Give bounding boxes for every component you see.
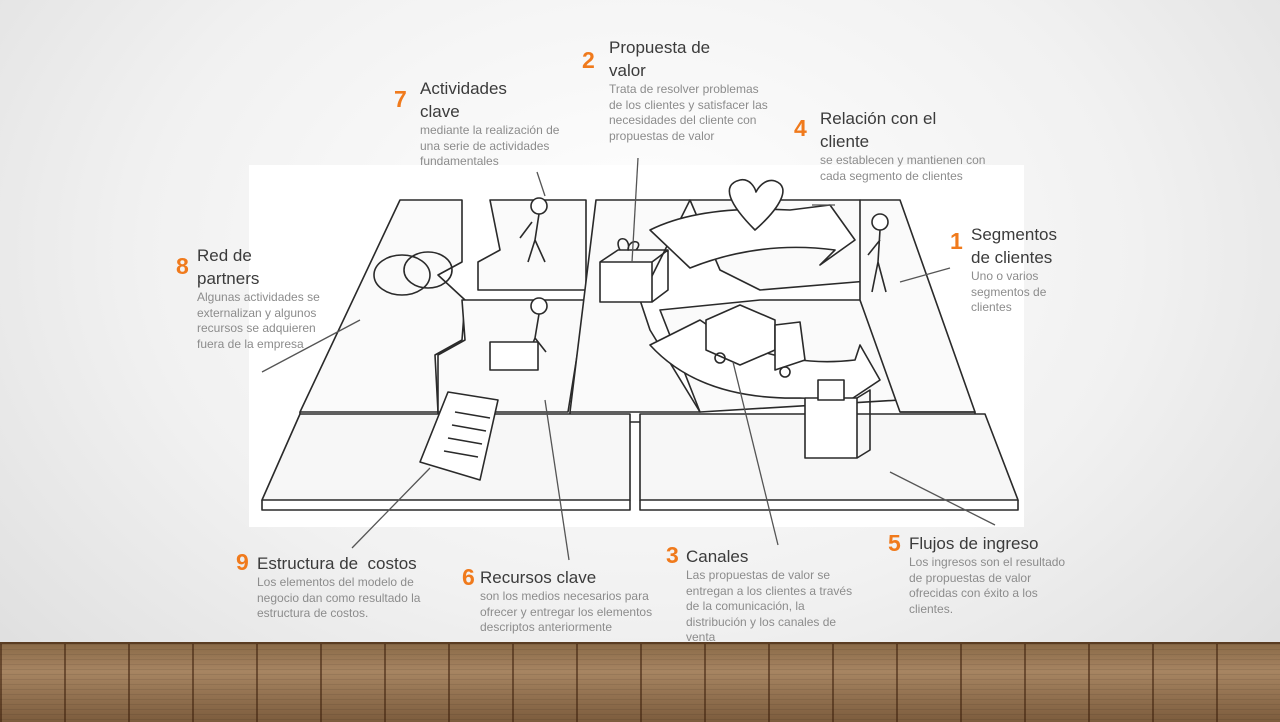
block-number: 5 (888, 530, 901, 556)
block-description: Los ingresos son el resultado de propues… (909, 555, 1066, 616)
block-title: Recursos clave (480, 568, 597, 587)
block-number: 7 (394, 86, 407, 112)
block-red-de-partners: 8 Red de partners Algunas actividades se… (176, 244, 337, 352)
block-title: Canales (686, 547, 749, 566)
block-number: 6 (462, 564, 475, 590)
block-number: 4 (794, 115, 807, 141)
block-description: Las propuestas de valor se entregan a lo… (686, 568, 853, 643)
block-flujos-de-ingreso: 5 Flujos de ingreso Los ingresos son el … (888, 530, 1079, 617)
block-number: 8 (176, 253, 189, 279)
block-number: 9 (236, 549, 249, 575)
block-description: Uno o varios segmentos de clientes (971, 269, 1047, 314)
block-number: 1 (950, 228, 963, 254)
block-title: Segmentos de clientes (971, 225, 1057, 267)
block-description: Trata de resolver problemas de los clien… (609, 82, 768, 143)
block-description: se establecen y mantienen con cada segme… (820, 153, 986, 183)
block-title: Relación con el cliente (820, 109, 937, 151)
block-description: Algunas actividades se externalizan y al… (197, 290, 320, 351)
block-description: son los medios necesarios para ofrecer y… (480, 589, 653, 634)
block-recursos-clave: 6 Recursos clave son los medios necesari… (462, 564, 660, 649)
block-title: Propuesta de valor (609, 38, 711, 80)
block-title: Actividades clave (420, 79, 507, 121)
block-title: Flujos de ingreso (909, 534, 1039, 553)
block-relacion-con-el-cliente: 4 Relación con el cliente se establecen … (794, 107, 1000, 184)
block-propuesta-de-valor: 2 Propuesta de valor Trata de resolver p… (582, 36, 779, 144)
block-number: 3 (666, 542, 679, 568)
block-title: Red de partners (197, 246, 260, 288)
block-title: Estructura de costos (257, 554, 417, 573)
block-number: 2 (582, 47, 595, 73)
wood-floor (0, 642, 1280, 722)
block-description: Los elementos del modelo de negocio dan … (257, 575, 421, 620)
block-segmentos-de-clientes: 1 Segmentos de clientes Uno o varios seg… (950, 223, 1081, 316)
block-estructura-de-costos: 9 Estructura de costos Los elementos del… (236, 549, 457, 622)
block-canales: 3 Canales Las propuestas de valor se ent… (666, 542, 871, 643)
block-description: mediante la realización de una serie de … (420, 123, 560, 168)
block-actividades-clave: 7 Actividades clave mediante la realizac… (394, 77, 590, 170)
